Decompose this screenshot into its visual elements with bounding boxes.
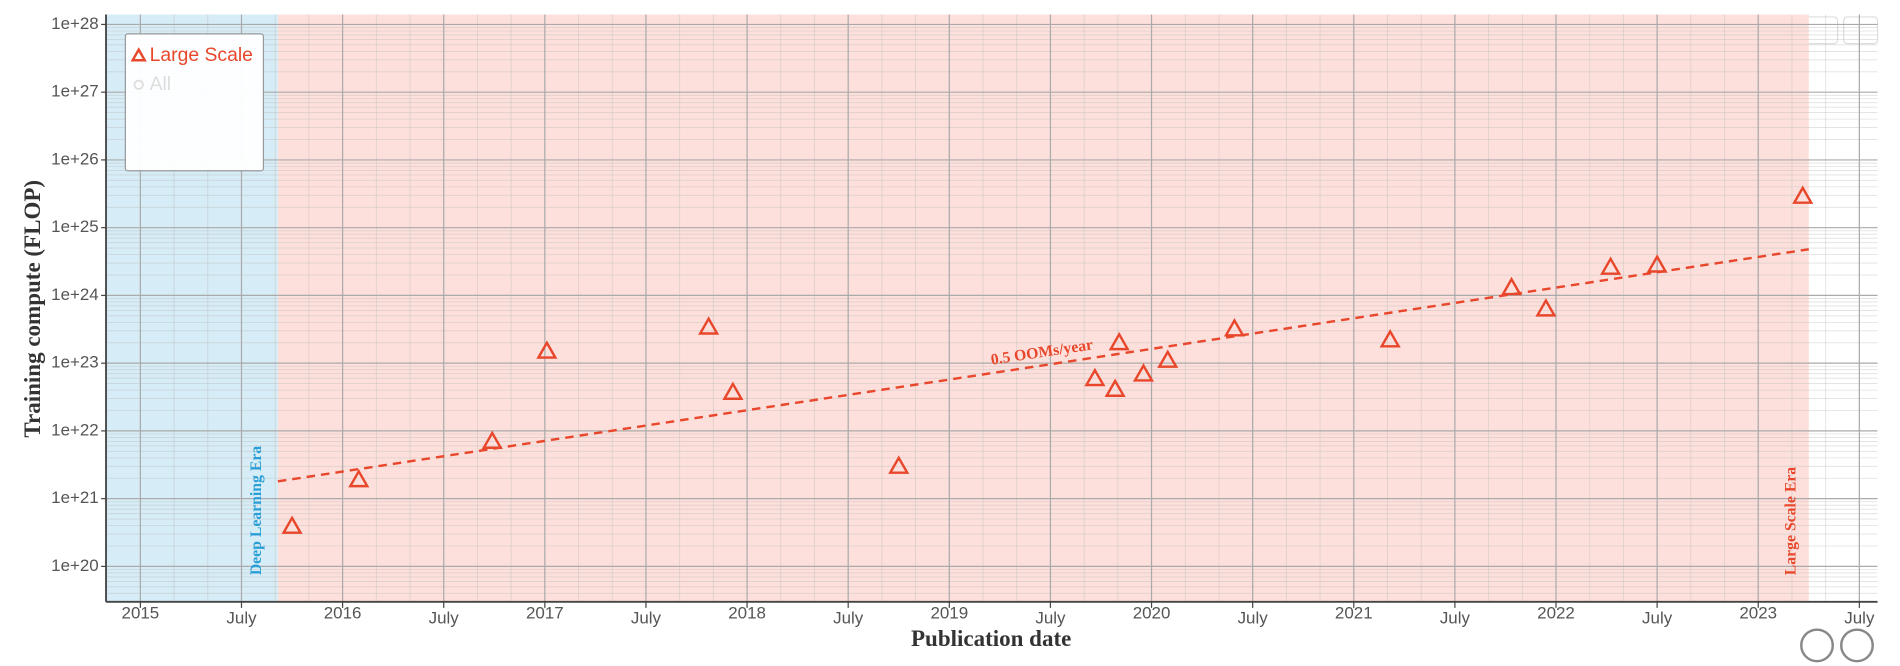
data-point — [536, 340, 558, 359]
x-tick-label: July — [226, 608, 257, 627]
y-tick-label: 1e+24 — [51, 285, 99, 304]
x-tick-label: July — [1238, 608, 1269, 627]
legend-marker — [130, 47, 147, 62]
data-point — [1535, 298, 1557, 317]
data-point — [722, 381, 744, 400]
data-point — [1223, 318, 1246, 337]
x-axis-title: Publication date — [911, 626, 1071, 651]
y-tick-label: 1e+21 — [51, 488, 99, 507]
x-tick-label: 2017 — [526, 603, 564, 622]
x-tick-label: July — [833, 608, 864, 627]
y-tick-label: 1e+26 — [51, 149, 99, 168]
x-tick-label: 2019 — [930, 603, 968, 622]
x-tick-label: 2015 — [122, 603, 160, 622]
x-tick-label: July — [1440, 608, 1471, 627]
legend-label[interactable]: Large Scale — [150, 44, 253, 66]
x-tick-label: July — [1844, 608, 1875, 627]
legend-label[interactable]: All — [150, 73, 172, 95]
x-tick-label: July — [631, 608, 662, 627]
legend-box — [124, 33, 265, 172]
era-label: Deep Learning Era — [248, 446, 265, 575]
x-tick-label: July — [1642, 608, 1673, 627]
y-tick-label: 1e+27 — [51, 82, 99, 101]
x-tick-label: 2023 — [1739, 603, 1777, 622]
x-tick-label: July — [429, 608, 460, 627]
by-icon — [1840, 628, 1874, 663]
data-point — [1646, 254, 1668, 273]
y-axis-title: Training compute (FLOP) — [20, 180, 45, 438]
cc-icon — [1800, 628, 1834, 663]
data-point — [1500, 276, 1523, 296]
y-tick-label: 1e+28 — [51, 14, 99, 33]
plot-layer — [105, 14, 1878, 603]
y-tick-label: 1e+20 — [51, 556, 99, 575]
data-point — [348, 468, 370, 488]
data-point — [698, 316, 720, 335]
x-tick-label: July — [1035, 608, 1066, 627]
y-tick-label: 1e+23 — [51, 353, 99, 372]
trend-line — [277, 248, 1809, 483]
era-region — [277, 14, 1809, 602]
data-point — [1084, 367, 1106, 387]
data-point — [1132, 363, 1155, 382]
data-point — [1108, 331, 1130, 351]
data-point — [1792, 185, 1814, 204]
data-point — [1104, 378, 1126, 397]
x-tick-label: 2016 — [324, 603, 362, 622]
legend-marker — [133, 79, 144, 90]
data-point — [1600, 256, 1622, 275]
data-point — [481, 430, 503, 449]
data-point — [281, 515, 303, 534]
menu-button[interactable] — [1843, 16, 1879, 45]
data-point — [1157, 349, 1179, 368]
era-label: Large Scale Era — [1782, 467, 1799, 575]
x-tick-label: 2020 — [1133, 603, 1171, 622]
x-tick-label: 2022 — [1537, 603, 1575, 622]
data-point — [1379, 329, 1401, 348]
license-icons — [1800, 628, 1874, 663]
x-tick-label: 2021 — [1335, 603, 1373, 622]
y-tick-label: 1e+22 — [51, 420, 99, 439]
data-point — [888, 455, 910, 474]
x-tick-label: 2018 — [728, 603, 766, 622]
y-tick-label: 1e+25 — [51, 217, 99, 236]
